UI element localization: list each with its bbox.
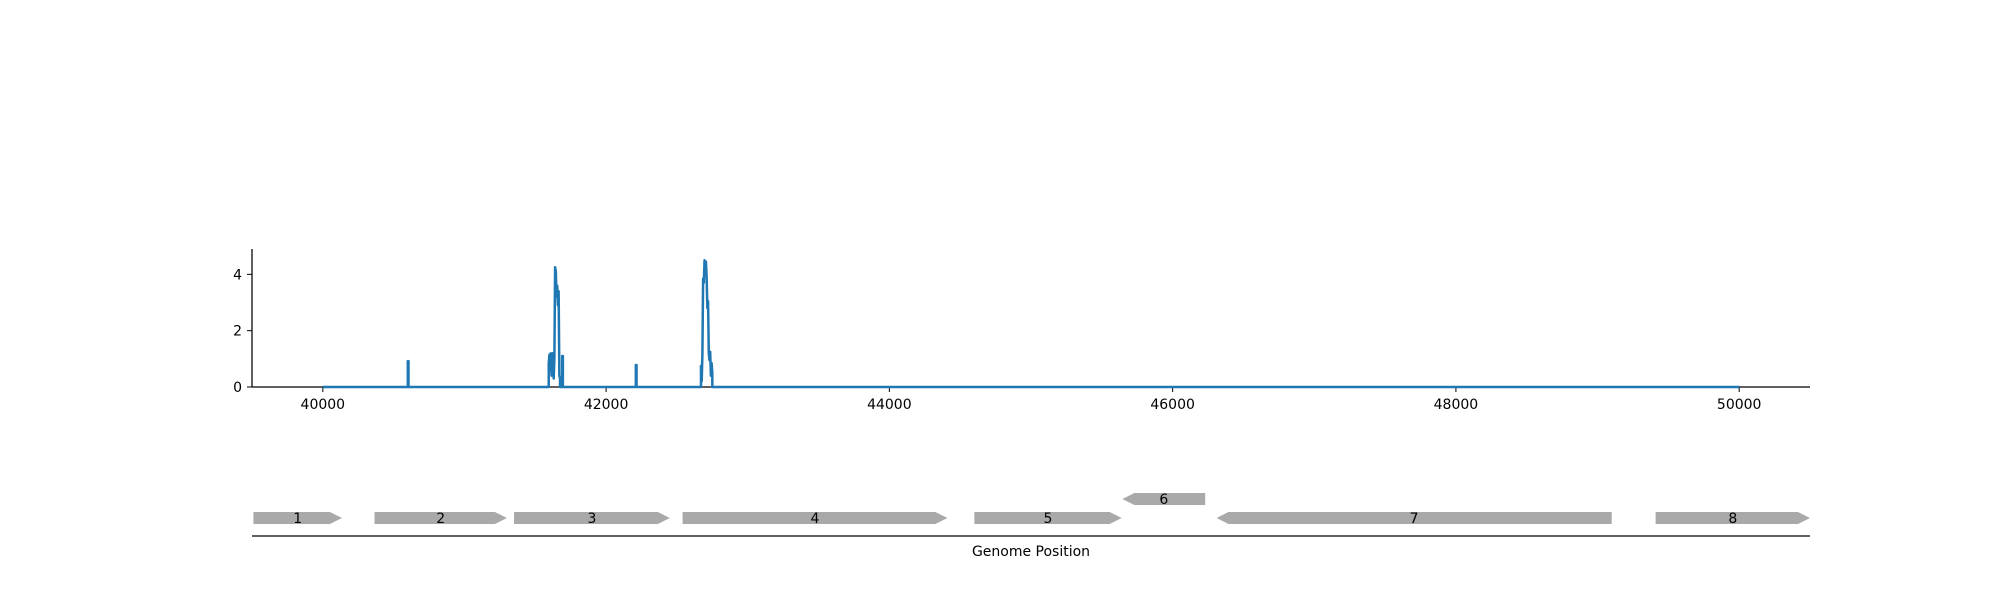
y-tick-label: 0 (233, 380, 242, 396)
x-tick-label: 42000 (584, 397, 629, 413)
gene-4: 4 (682, 511, 948, 527)
gene-3: 3 (514, 511, 670, 527)
coverage-series (322, 259, 1740, 389)
gene-label: 3 (587, 511, 596, 527)
x-tick-label: 40000 (301, 397, 346, 413)
gene-8: 8 (1655, 511, 1810, 527)
gene-label: 2 (436, 511, 445, 527)
gene-6: 6 (1122, 492, 1206, 508)
gene-arrow (1216, 512, 1612, 524)
gene-arrow (514, 512, 670, 524)
gene-7: 7 (1216, 511, 1612, 527)
x-axis-title: Genome Position (972, 544, 1090, 560)
gene-label: 8 (1728, 511, 1737, 527)
gene-arrow (974, 512, 1122, 524)
gene-label: 7 (1410, 511, 1419, 527)
gene-2: 2 (374, 511, 507, 527)
gene-5: 5 (974, 511, 1122, 527)
coverage-line (322, 259, 1740, 389)
x-tick-label: 50000 (1717, 397, 1762, 413)
gene-label: 5 (1044, 511, 1053, 527)
y-tick-label: 4 (233, 267, 242, 283)
gene-arrow (682, 512, 948, 524)
gene-label: 4 (811, 511, 820, 527)
gene-map: 1 2 3 4 5 6 7 8 Genome Position (252, 492, 1810, 560)
coverage-plot: 0 2 4 40000 42000 44000 46000 48000 50000 (233, 249, 1810, 413)
gene-arrow (1655, 512, 1810, 524)
gene-label: 1 (293, 511, 302, 527)
x-tick-label: 48000 (1434, 397, 1479, 413)
gene-label: 6 (1159, 492, 1168, 508)
y-axis-ticks: 0 2 4 (233, 267, 252, 396)
y-tick-label: 2 (233, 324, 242, 340)
gene-arrow (374, 512, 507, 524)
gene-arrow (253, 512, 342, 524)
x-axis-ticks: 40000 42000 44000 46000 48000 50000 (301, 387, 1762, 413)
x-tick-label: 44000 (867, 397, 912, 413)
gene-arrow (1122, 493, 1206, 505)
gene-1: 1 (253, 511, 342, 527)
gene-arrows: 1 2 3 4 5 6 7 8 (253, 492, 1810, 527)
x-tick-label: 46000 (1150, 397, 1195, 413)
